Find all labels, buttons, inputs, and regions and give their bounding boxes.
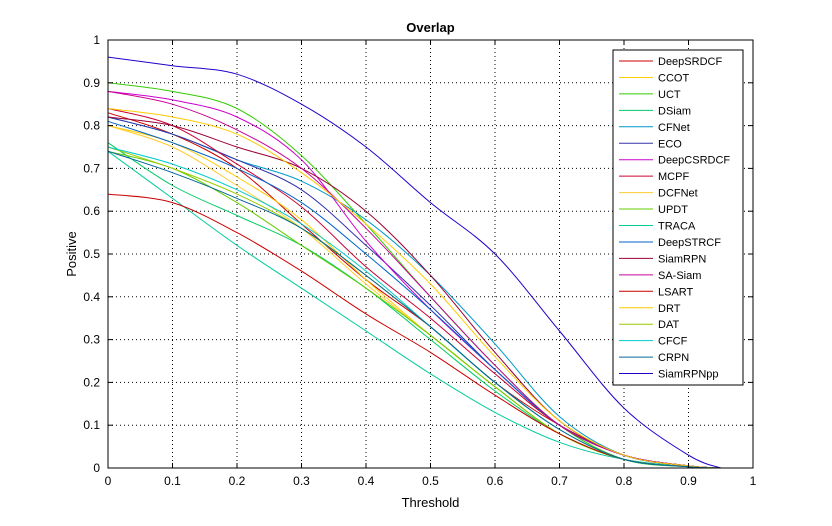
x-tick-label: 0.1	[164, 474, 181, 488]
y-axis-label: Positive	[64, 231, 79, 277]
y-tick-label: 0.2	[83, 375, 100, 389]
x-tick-label: 0.2	[229, 474, 246, 488]
series-line-siamrpnpp	[107, 56, 753, 469]
grid	[108, 40, 753, 468]
x-tick-label: 1	[750, 474, 757, 488]
x-tick-label: 0.8	[616, 474, 633, 488]
y-tick-label: 0.6	[83, 204, 100, 218]
x-tick-label: 0.3	[293, 474, 310, 488]
legend-box	[612, 49, 744, 386]
series-line-crpn	[107, 150, 753, 469]
y-tick-label: 0	[93, 461, 100, 475]
x-tick-label: 0.5	[422, 474, 439, 488]
legend-label: SiamRPN	[658, 253, 706, 265]
x-axis-ticks: 0 0.1 0.2 0.3 0.4 0.5 0.6 0.7 0.8 0.9 1	[105, 40, 757, 488]
y-tick-label: 0.7	[83, 161, 100, 175]
x-tick-label: 0.6	[487, 474, 504, 488]
legend-label: MCPF	[658, 171, 689, 183]
y-tick-label: 0.3	[83, 333, 100, 347]
x-tick-label: 0.4	[358, 474, 375, 488]
legend-label: CFCF	[658, 336, 688, 348]
series-lines	[107, 56, 753, 469]
legend-label: DRT	[658, 303, 681, 315]
legend-label: DAT	[658, 319, 679, 331]
legend-label: CCOT	[658, 72, 689, 84]
legend-label: CFNet	[658, 122, 690, 134]
y-tick-label: 0.4	[83, 290, 100, 304]
chart-title: Overlap	[406, 20, 454, 35]
legend-label: LSART	[658, 286, 694, 298]
legend-label: DSiam	[658, 105, 691, 117]
series-line-traca	[107, 150, 753, 469]
y-tick-label: 0.9	[83, 76, 100, 90]
legend-label: UCT	[658, 89, 681, 101]
legend-label: SiamRPNpp	[658, 369, 719, 381]
legend-label: ECO	[658, 138, 682, 150]
y-tick-label: 0.8	[83, 119, 100, 133]
legend-label: DCFNet	[658, 188, 698, 200]
legend-label: TRACA	[658, 221, 696, 233]
y-tick-label: 1	[93, 33, 100, 47]
x-tick-label: 0	[105, 474, 112, 488]
x-tick-label: 0.9	[680, 474, 697, 488]
x-axis-label: Threshold	[402, 495, 460, 510]
series-line-drt	[107, 108, 753, 469]
y-tick-label: 0.1	[83, 418, 100, 432]
legend-label: DeepSTRCF	[658, 237, 721, 249]
legend: DeepSRDCF CCOT UCT DSiam CFNet ECO DeepCSRDCF M…	[612, 49, 744, 386]
legend-label: SA-Siam	[658, 270, 701, 282]
legend-label: DeepCSRDCF	[658, 155, 730, 167]
legend-label: DeepSRDCF	[658, 56, 722, 68]
y-axis-ticks: 0 0.1 0.2 0.3 0.4 0.5 0.6 0.7 0.8 0.9 1	[83, 33, 753, 475]
x-tick-label: 0.7	[551, 474, 568, 488]
y-tick-label: 0.5	[83, 247, 100, 261]
legend-label: UPDT	[658, 204, 688, 216]
legend-label: CRPN	[658, 352, 689, 364]
